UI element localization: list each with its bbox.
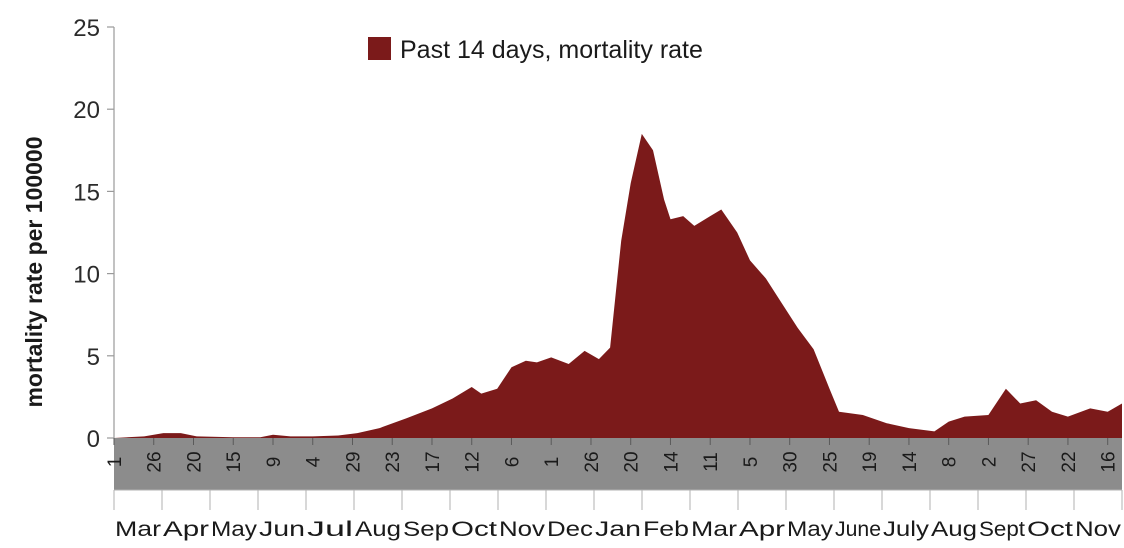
x-day-label: 4 xyxy=(304,456,325,467)
x-month-label: Dec xyxy=(547,518,593,541)
y-tick-label: 25 xyxy=(73,15,100,42)
y-axis-label: mortality rate per 100000 xyxy=(21,136,47,407)
x-month-label: Mar xyxy=(115,518,161,541)
x-month-label: Jan xyxy=(595,518,641,541)
x-month-label: May xyxy=(211,518,258,541)
x-day-label: 29 xyxy=(343,451,364,472)
x-day-label: 9 xyxy=(264,457,285,468)
legend: Past 14 days, mortality rate xyxy=(368,36,703,64)
x-day-label: 26 xyxy=(582,451,603,472)
x-month-label: June xyxy=(835,518,881,541)
x-month-label: May xyxy=(787,518,834,541)
y-tick-label: 20 xyxy=(73,97,100,124)
x-day-label: 20 xyxy=(184,451,205,472)
x-month-label: Sep xyxy=(403,518,449,541)
x-day-label: 20 xyxy=(622,451,643,472)
x-day-label: 1 xyxy=(105,457,126,468)
x-day-label: 2 xyxy=(979,457,1000,468)
x-day-label: 15 xyxy=(224,451,245,472)
x-day-label: 30 xyxy=(781,451,802,472)
x-month-label: Aug xyxy=(931,518,977,541)
x-day-label: 22 xyxy=(1059,451,1080,472)
y-axis: 0 5 10 15 20 25 xyxy=(73,15,115,453)
x-day-label: 6 xyxy=(502,457,523,468)
x-month-label: Nov xyxy=(499,518,546,541)
y-tick-label: 5 xyxy=(87,344,100,371)
x-day-label: 27 xyxy=(1019,451,1040,472)
x-month-label: Apr xyxy=(739,518,785,541)
x-month-label: Oct xyxy=(451,518,497,541)
x-day-label: 1 xyxy=(542,457,563,468)
x-day-label: 17 xyxy=(423,451,444,472)
x-day-label: 14 xyxy=(661,451,682,473)
y-tick-label: 15 xyxy=(73,179,100,206)
x-day-label: 5 xyxy=(741,457,762,468)
x-day-label: 16 xyxy=(1099,451,1120,472)
legend-swatch xyxy=(368,37,391,60)
x-day-label: 8 xyxy=(940,457,961,468)
x-month-label: Sept xyxy=(979,518,1025,541)
y-tick-label: 0 xyxy=(87,426,100,453)
legend-label: Past 14 days, mortality rate xyxy=(400,36,703,64)
x-day-label: 11 xyxy=(701,452,722,472)
x-day-label: 12 xyxy=(463,451,484,472)
x-axis-band xyxy=(114,438,1122,490)
x-day-label: 19 xyxy=(860,451,881,472)
x-month-label: Aug xyxy=(355,518,401,541)
x-month-label: Oct xyxy=(1027,518,1073,541)
mortality-area-series xyxy=(114,133,1122,438)
x-axis-month-row: Mar Apr May Jun Jul Aug Sep Oct Nov Dec Jan Feb Mar A… xyxy=(113,489,1123,541)
y-tick-label: 10 xyxy=(73,262,100,289)
x-month-label: Apr xyxy=(163,518,209,541)
x-month-label: Mar xyxy=(691,518,737,541)
x-month-label: July xyxy=(883,518,930,541)
x-axis-day-labels: 1 26 20 15 9 4 29 23 17 12 6 1 26 20 14 11 5 30 25 19 14 8 2 27… xyxy=(105,438,1120,473)
x-month-label: Jul xyxy=(307,518,353,541)
x-month-label: Jun xyxy=(259,518,305,541)
x-day-label: 26 xyxy=(145,451,166,472)
x-month-label: Feb xyxy=(643,518,689,541)
x-day-label: 23 xyxy=(383,451,404,472)
x-day-label: 14 xyxy=(900,451,921,473)
x-month-label: Nov xyxy=(1075,518,1122,541)
x-day-label: 25 xyxy=(820,451,841,472)
